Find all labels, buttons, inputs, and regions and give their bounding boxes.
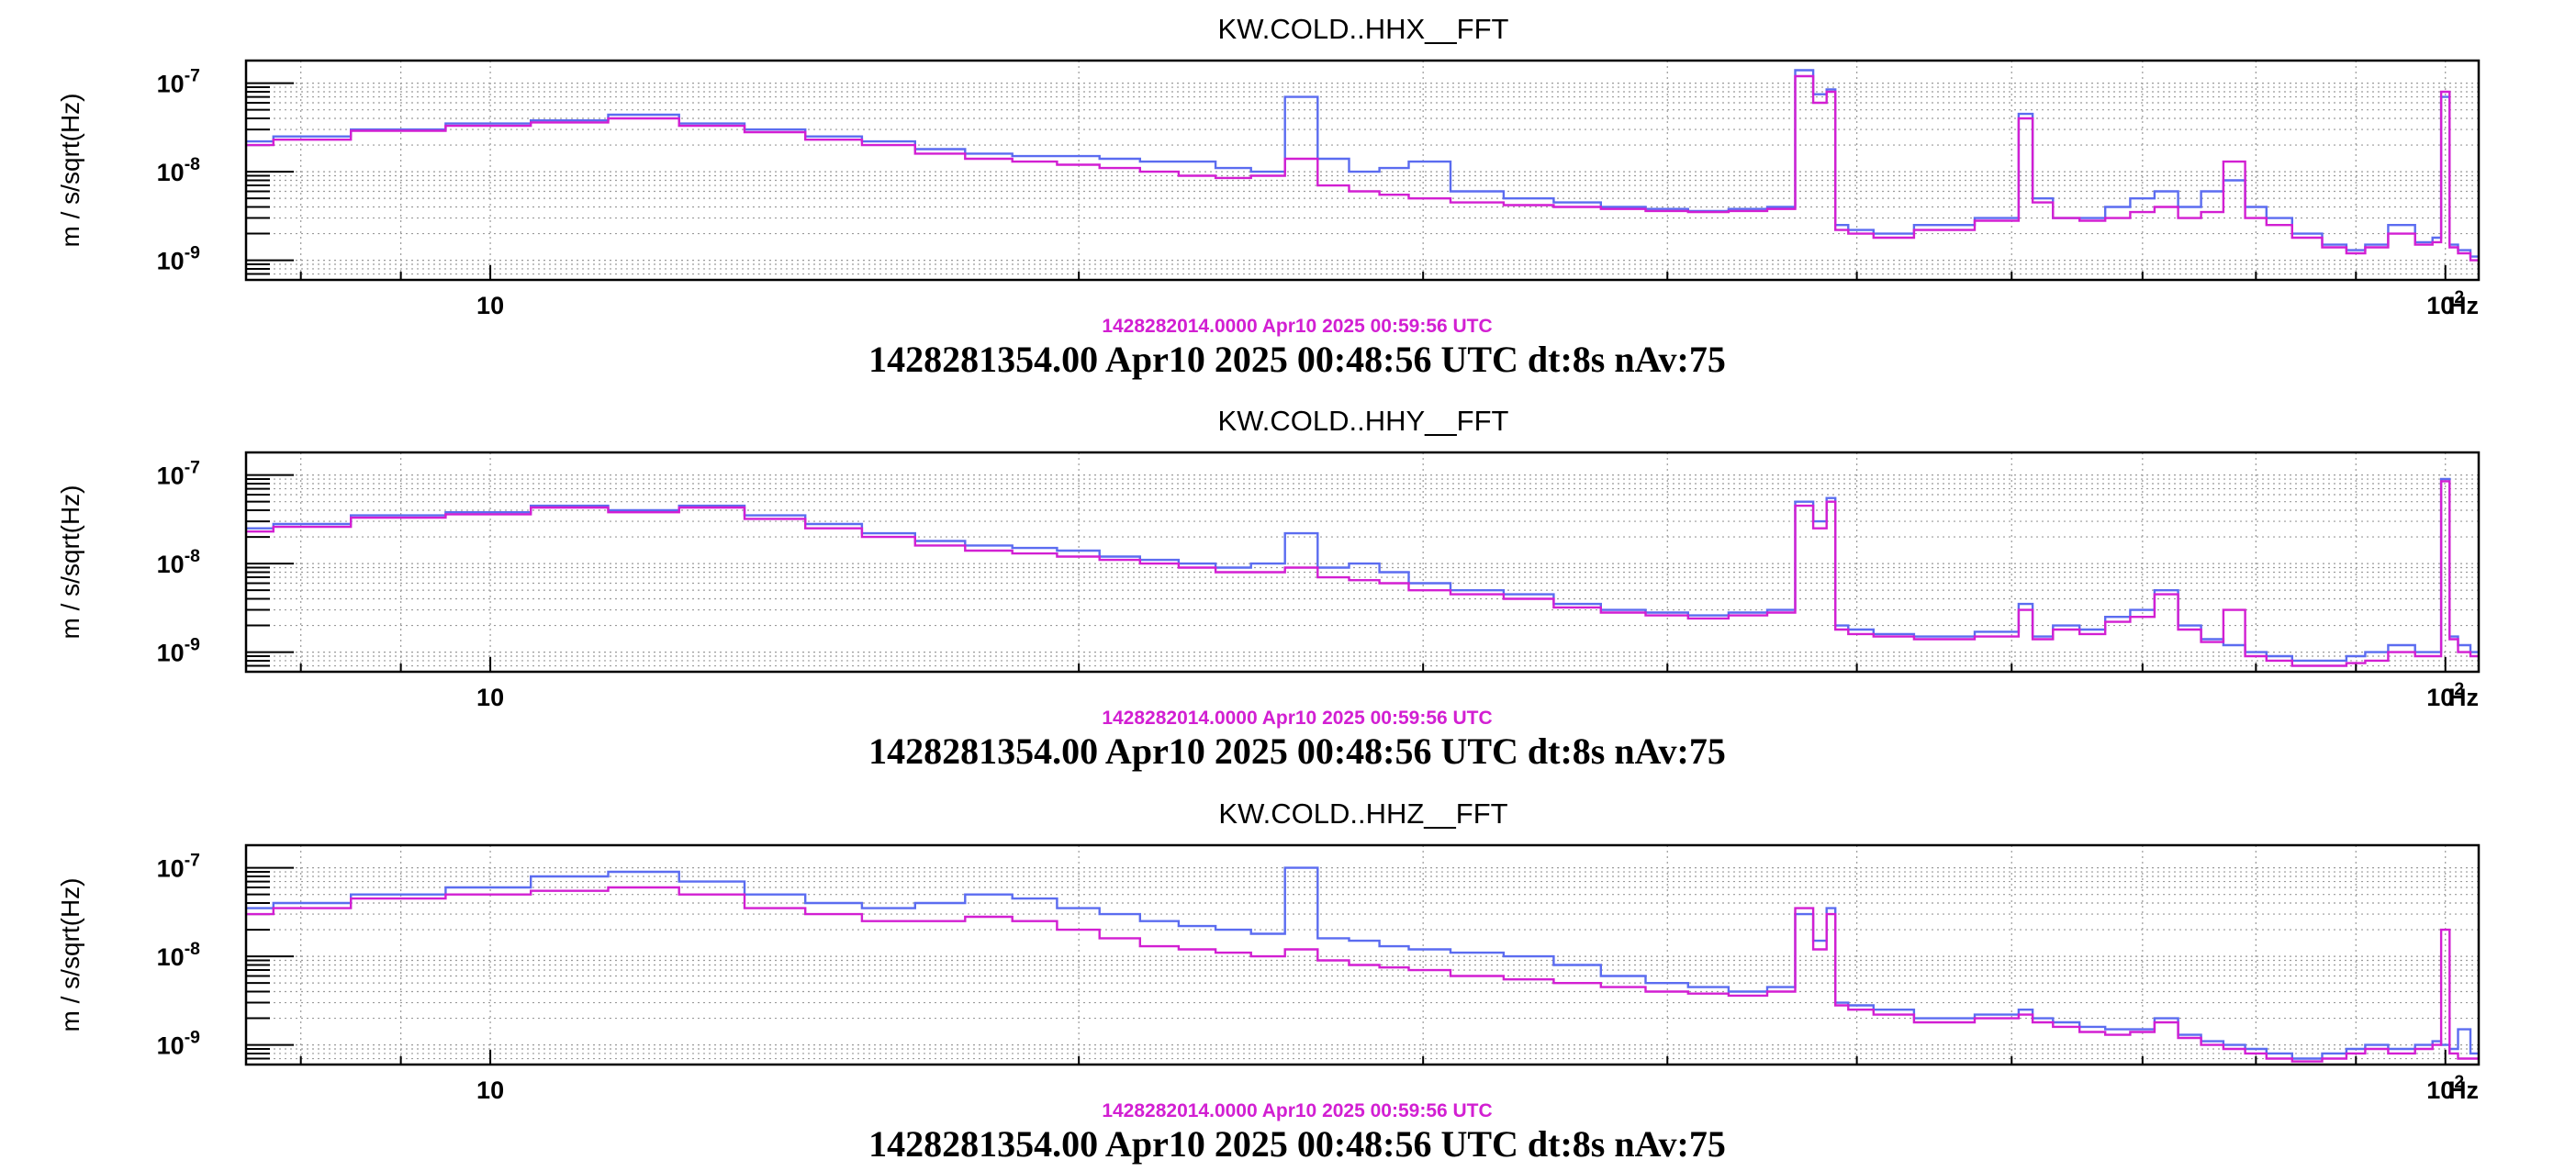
grid [246, 452, 2479, 672]
x-tick-label: 10 [476, 292, 504, 319]
grid [246, 61, 2479, 280]
chart-title: KW.COLD..HHY__FFT [1218, 405, 1509, 437]
time-stamp-label: 1428281354.00 Apr10 2025 00:48:56 UTC dt… [868, 1123, 1726, 1165]
y-tick-label: 10-9 [157, 634, 201, 666]
y-tick-label: 10-9 [157, 242, 201, 274]
x-tick-label: 102 [2426, 1072, 2464, 1104]
series-line-magenta [246, 480, 2479, 667]
time-stamp-label: 1428281354.00 Apr10 2025 00:48:56 UTC dt… [868, 730, 1726, 772]
x-ticks [299, 1050, 2447, 1065]
series-line-blue [246, 477, 2479, 663]
y-tick-label: 10-8 [157, 546, 201, 578]
x-tick-label: 10 [476, 1076, 504, 1104]
y-ticks [246, 474, 294, 667]
y-ticks [246, 82, 294, 275]
y-tick-label: 10-9 [157, 1027, 201, 1059]
x-tick-label: 10 [476, 684, 504, 711]
ref-time-label: 1428282014.0000 Apr10 2025 00:59:56 UTC [1102, 316, 1492, 337]
y-tick-label: 10-8 [157, 154, 201, 186]
series-line-blue [246, 69, 2479, 258]
series-line-blue [246, 866, 2479, 1060]
x-tick-label: 102 [2426, 287, 2464, 319]
ref-time-label: 1428282014.0000 Apr10 2025 00:59:56 UTC [1102, 1100, 1492, 1121]
plot-frame [244, 451, 2481, 674]
plot-frame [244, 59, 2481, 282]
y-ticks [246, 866, 294, 1060]
x-axis-label: Hz [2448, 1076, 2479, 1104]
grid [246, 845, 2479, 1065]
y-tick-label: 10-7 [157, 850, 200, 882]
y-axis-label: m / s/sqrt(Hz) [56, 485, 84, 640]
ref-time-label: 1428282014.0000 Apr10 2025 00:59:56 UTC [1102, 708, 1492, 729]
y-tick-label: 10-8 [157, 939, 201, 971]
x-tick-label: 102 [2426, 679, 2464, 711]
y-axis-label: m / s/sqrt(Hz) [56, 94, 84, 248]
plot-frame [244, 843, 2481, 1066]
x-ticks [299, 657, 2447, 672]
x-axis-label: Hz [2448, 684, 2479, 711]
y-tick-label: 10-7 [157, 65, 200, 97]
series-line-magenta [246, 886, 2479, 1063]
series-line-magenta [246, 74, 2479, 262]
y-tick-label: 10-7 [157, 457, 200, 489]
x-axis-label: Hz [2448, 292, 2479, 319]
chart-title: KW.COLD..HHZ__FFT [1218, 797, 1507, 830]
x-ticks [299, 265, 2447, 280]
time-stamp-label: 1428281354.00 Apr10 2025 00:48:56 UTC dt… [868, 339, 1726, 380]
y-axis-label: m / s/sqrt(Hz) [56, 878, 84, 1032]
chart-title: KW.COLD..HHX__FFT [1218, 13, 1509, 45]
